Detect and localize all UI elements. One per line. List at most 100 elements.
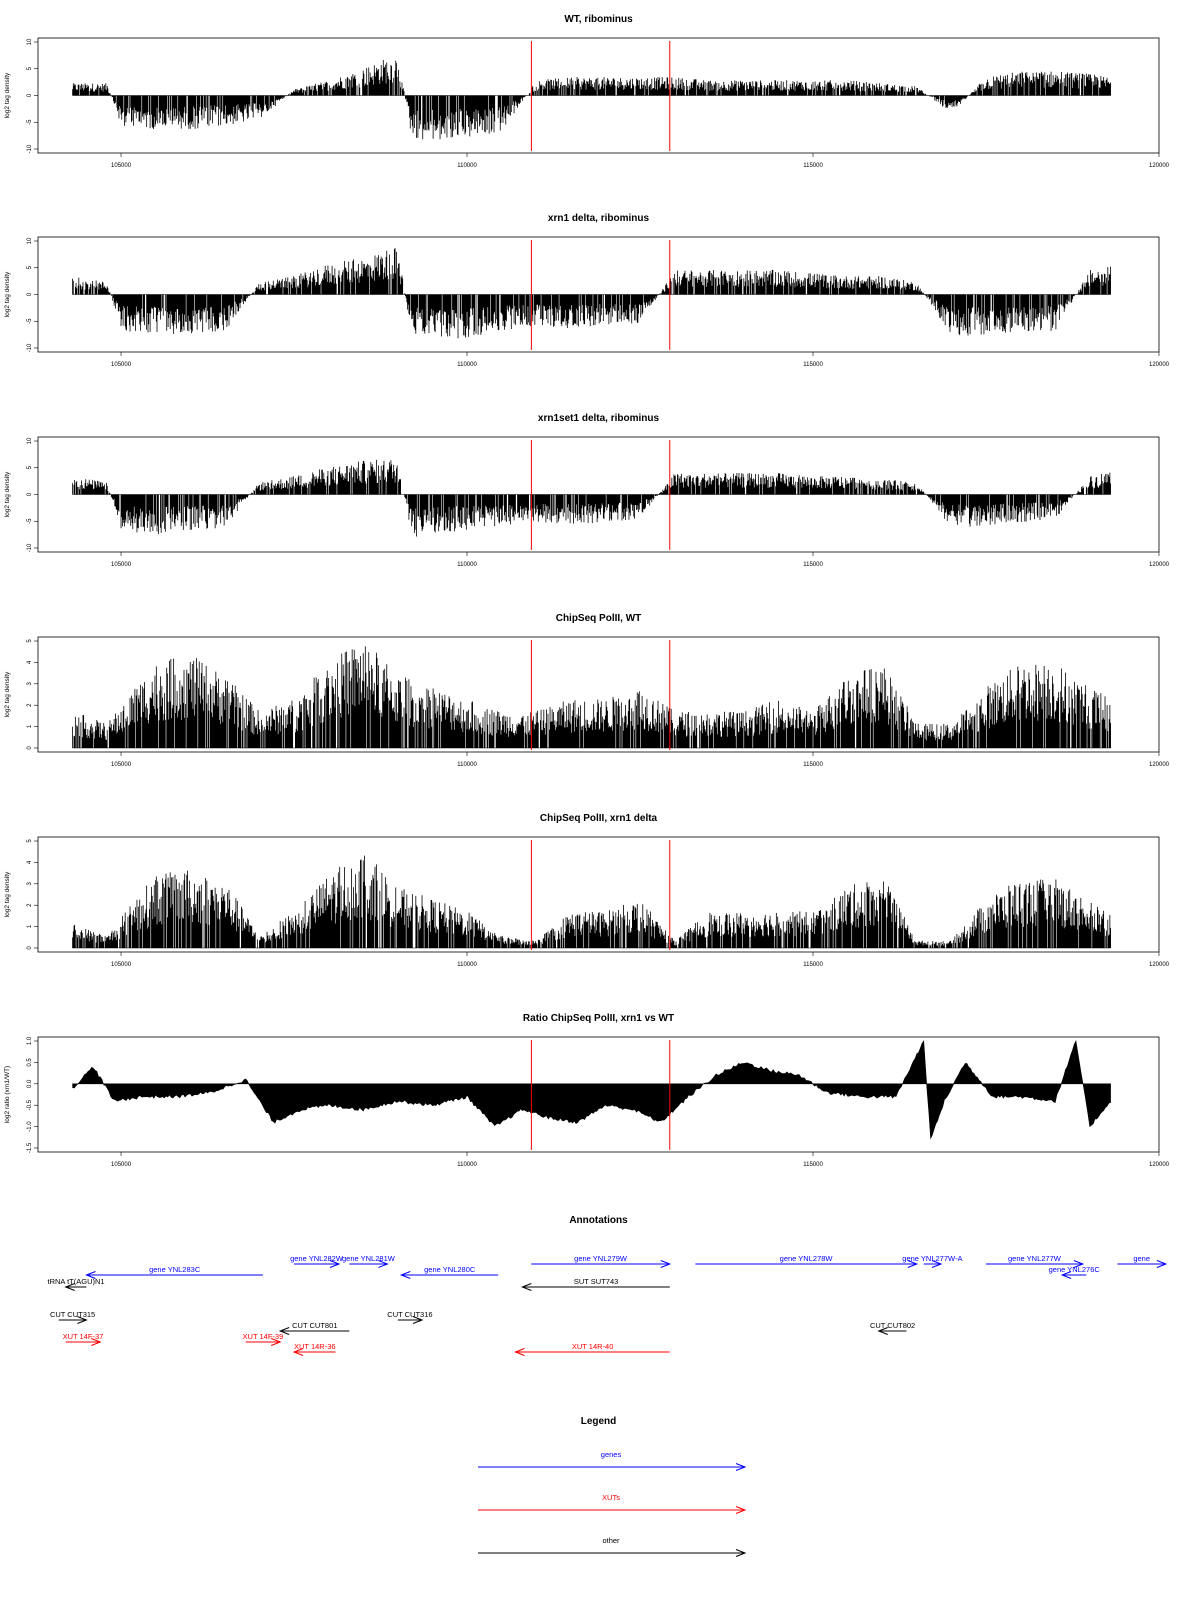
y-tick-label: 5: [27, 639, 33, 643]
x-tick-label: 110000: [457, 1162, 477, 1168]
annotation-other: CUT CUT316: [387, 1310, 433, 1324]
panel-title: xrn1set1 delta, ribominus: [538, 413, 660, 424]
annotation-label: XUT 14R-36: [294, 1342, 336, 1351]
y-axis-label: log2 ratio (xrn1/WT): [4, 1066, 11, 1123]
annotation-gene: gene YNL278W: [695, 1254, 919, 1268]
arrow-head: [278, 1327, 290, 1335]
arrow-head: [735, 1549, 747, 1557]
x-tick-label: 115000: [803, 163, 823, 169]
y-tick-label: 5: [27, 839, 33, 843]
legend-label: genes: [601, 1450, 622, 1459]
legend-arrow: [478, 1506, 747, 1514]
x-tick-label: 115000: [803, 762, 823, 768]
annotation-label: SUT SUT743: [574, 1277, 618, 1286]
y-tick-label: 10: [27, 38, 33, 45]
signal-bars: [72, 59, 1111, 140]
legend-arrow: [478, 1549, 747, 1557]
x-tick-label: 105000: [111, 362, 132, 368]
arrow-head: [271, 1338, 282, 1346]
signal-bars: [72, 855, 1111, 948]
arrow-head: [1156, 1260, 1168, 1268]
annotation-other: tRNA tT(AGU)N1: [48, 1277, 105, 1291]
legend-label: XUTs: [602, 1493, 620, 1502]
annotation-label: tRNA tT(AGU)N1: [48, 1277, 105, 1286]
annotation-label: CUT CUT802: [870, 1321, 915, 1330]
legend-arrow: [478, 1463, 747, 1471]
signal-bars: [72, 248, 1111, 339]
annotation-other: CUT CUT801: [278, 1321, 350, 1335]
panel-title: xrn1 delta, ribominus: [548, 213, 650, 224]
signal-bars: [72, 459, 1111, 537]
annotation-label: CUT CUT315: [50, 1310, 95, 1319]
annotations-title: Annotations: [569, 1215, 628, 1226]
x-tick-label: 115000: [803, 562, 823, 568]
y-tick-label: 3: [27, 881, 33, 885]
x-tick-label: 105000: [111, 163, 132, 169]
arrow-head: [378, 1260, 389, 1268]
y-tick-label: -5: [27, 119, 33, 125]
x-tick-label: 115000: [803, 362, 823, 368]
ratio-area: [72, 1040, 1111, 1140]
annotation-label: XUT 14F-39: [243, 1332, 284, 1341]
annotation-label: XUT 14R-40: [572, 1342, 614, 1351]
annotation-xut: XUT 14R-40: [514, 1342, 670, 1356]
annotation-gene: gene YNL277W: [986, 1254, 1085, 1268]
y-tick-label: 5: [27, 465, 33, 469]
annotations-panel: Annotations gene YNL283C tRNA tT(AGU)N1 gen…: [48, 1215, 1168, 1356]
annotation-gene: gene: [1117, 1254, 1168, 1268]
x-tick-label: 120000: [1149, 762, 1170, 768]
y-tick-label: 5: [27, 265, 33, 269]
x-tick-label: 110000: [457, 762, 477, 768]
arrow-head: [412, 1316, 424, 1324]
y-tick-label: -5: [27, 518, 33, 524]
y-tick-label: 0: [27, 946, 33, 950]
y-tick-label: -1.5: [27, 1142, 33, 1153]
panel-title: ChipSeq PolII, WT: [556, 613, 642, 624]
arrow-head: [514, 1348, 525, 1356]
y-tick-label: 10: [27, 237, 33, 244]
x-tick-label: 110000: [457, 362, 477, 368]
annotation-arrow: [349, 1260, 389, 1268]
y-axis-label: log2 tag density: [4, 72, 11, 118]
annotation-gene: gene YNL279W: [531, 1254, 672, 1268]
legend-entry-other: other: [478, 1536, 747, 1557]
annotation-label: gene YNL283C: [149, 1265, 201, 1274]
panel-title: ChipSeq PolII, xrn1 delta: [540, 813, 658, 824]
arrow-head: [91, 1338, 102, 1346]
annotation-arrow: [292, 1348, 336, 1356]
track-panel: WT, ribominus 10 5 0 -5 -10 log2 tag density 10…: [4, 14, 1170, 169]
y-axis-label: log2 tag density: [4, 271, 11, 317]
y-axis-label: log2 tag density: [4, 471, 11, 517]
x-tick-label: 105000: [111, 762, 132, 768]
y-tick-label: 3: [27, 681, 33, 685]
annotation-xut: XUT 14F-39: [243, 1332, 284, 1346]
track-panel: xrn1set1 delta, ribominus 10 5 0 -5 -10 log2 t…: [4, 413, 1170, 568]
track-panel: xrn1 delta, ribominus 10 5 0 -5 -10 log2 tag d…: [4, 213, 1170, 368]
y-tick-label: 4: [27, 860, 33, 864]
x-tick-label: 110000: [457, 562, 477, 568]
annotation-label: gene YNL279W: [574, 1254, 628, 1263]
annotation-label: CUT CUT801: [292, 1321, 337, 1330]
x-tick-label: 115000: [803, 962, 823, 968]
y-tick-label: -10: [27, 543, 33, 552]
annotation-label: gene YNL278W: [780, 1254, 834, 1263]
annotation-gene: gene YNL276C: [1049, 1265, 1101, 1279]
arrow-head: [931, 1260, 943, 1268]
y-axis-label: log2 tag density: [4, 671, 11, 717]
annotation-label: gene YNL276C: [1049, 1265, 1101, 1274]
annotation-arrow: [245, 1338, 282, 1346]
y-tick-label: 4: [27, 660, 33, 664]
track-panel: ChipSeq PolII, WT 5 4 3 2 1 0 log2 tag density 1…: [4, 613, 1170, 768]
y-tick-label: 1.0: [27, 1036, 33, 1045]
annotation-gene: gene YNL280C: [399, 1265, 499, 1279]
annotation-arrow: [85, 1271, 263, 1279]
arrow-head: [399, 1271, 411, 1279]
annotation-arrow: [695, 1260, 919, 1268]
arrow-head: [64, 1283, 75, 1291]
y-axis-label: log2 tag density: [4, 871, 11, 917]
track-panel: ChipSeq PolII, xrn1 delta 5 4 3 2 1 0 log2 tag …: [4, 813, 1170, 968]
x-tick-label: 120000: [1149, 962, 1170, 968]
y-tick-label: -0.5: [27, 1099, 33, 1110]
arrow-head: [877, 1327, 888, 1335]
